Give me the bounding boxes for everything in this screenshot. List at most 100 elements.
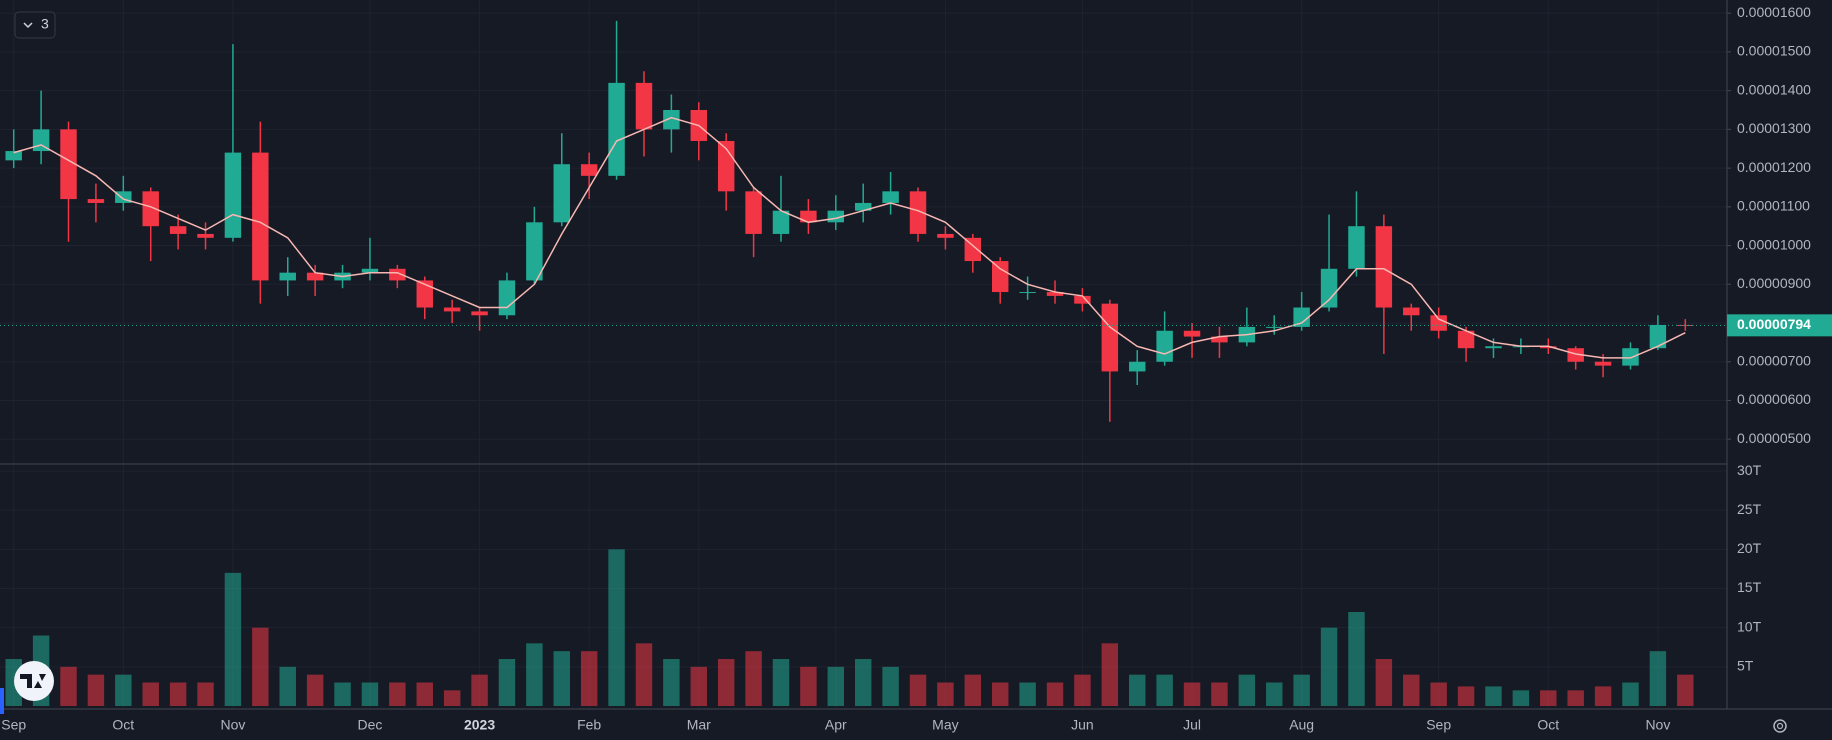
candle-body (1019, 292, 1036, 294)
candle-body (1266, 326, 1283, 328)
volume-bar (443, 690, 461, 706)
y-tick-label: 0.00001600 (1737, 4, 1811, 20)
volume-tick-label: 30T (1737, 462, 1762, 478)
y-tick-label: 0.00000700 (1737, 352, 1811, 368)
candle-body (854, 202, 872, 211)
candle-body (306, 272, 324, 281)
x-tick-label: Sep (1, 717, 26, 733)
x-tick-label: Apr (825, 717, 847, 733)
candle-body (663, 109, 680, 130)
x-tick-label: Jun (1071, 717, 1094, 733)
candle-body (964, 237, 982, 262)
volume-bar (224, 572, 242, 706)
volume-bar (854, 659, 872, 706)
volume-bar (1019, 682, 1036, 706)
x-tick-label: Sep (1426, 717, 1451, 733)
volume-bar (1238, 674, 1256, 706)
volume-bar (498, 659, 516, 706)
volume-bar (1129, 674, 1146, 706)
axes: 0.000005000.000006000.000007000.00000800… (1, 4, 1832, 733)
y-tick-label: 0.00000600 (1737, 391, 1811, 407)
candle-body (416, 280, 433, 308)
y-tick-label: 0.00001500 (1737, 43, 1811, 59)
volume-bar (827, 666, 845, 706)
candle-body (827, 210, 845, 223)
candle-body (526, 222, 543, 281)
x-tick-label: Oct (112, 717, 134, 733)
volume-bar (361, 682, 379, 706)
settings-icon[interactable] (1773, 719, 1787, 733)
x-tick-label: Feb (577, 717, 601, 733)
logo-mark (20, 674, 46, 688)
volume-bar (635, 643, 653, 706)
x-tick-label: Aug (1289, 717, 1314, 733)
volume-bar (279, 666, 296, 706)
volume-bar (553, 651, 570, 706)
volume-bar (608, 549, 625, 706)
volume-bar (306, 674, 324, 706)
x-tick-label: Oct (1537, 717, 1559, 733)
price-pane (0, 20, 1727, 422)
side-tab[interactable] (0, 688, 4, 714)
candle-body (991, 261, 1009, 293)
candle-body (1567, 348, 1584, 362)
x-tick-label: Nov (220, 717, 245, 733)
candle-body (1375, 226, 1393, 308)
volume-bar (1046, 682, 1064, 706)
legend-toggle-box[interactable] (14, 11, 56, 39)
volume-bar (1375, 659, 1393, 706)
candle-body (800, 210, 817, 223)
candle-body (471, 311, 488, 316)
candle-body (580, 164, 598, 176)
candle-body (87, 199, 105, 203)
candle-body (279, 272, 296, 281)
volume-bar (800, 666, 817, 706)
volume-bar (882, 666, 899, 706)
candle-body (909, 191, 927, 234)
volume-bar (416, 682, 433, 706)
volume-bar (169, 682, 187, 706)
volume-bar (772, 659, 790, 706)
volume-bar (1567, 690, 1584, 706)
volume-bar (1266, 682, 1283, 706)
candle-body (1293, 307, 1310, 327)
candle-body (1622, 348, 1639, 366)
candle-body (443, 307, 461, 312)
volume-bar (389, 682, 406, 706)
volume-bar (663, 659, 680, 706)
x-tick-label: Mar (687, 717, 711, 733)
x-tick-label: 2023 (464, 717, 495, 733)
volume-bar (1677, 674, 1694, 706)
volume-bar (717, 659, 735, 706)
y-tick-label: 0.00001300 (1737, 120, 1811, 136)
candle-body (1649, 324, 1667, 349)
volume-bar (1622, 682, 1639, 706)
candle-body (1183, 330, 1201, 337)
volume-bar (142, 682, 159, 706)
candle-body (115, 191, 132, 203)
y-tick-label: 0.00001400 (1737, 81, 1811, 97)
candle-body (1129, 361, 1146, 372)
tradingview-logo[interactable] (14, 661, 54, 701)
candle-body (1677, 324, 1694, 326)
volume-tick-label: 15T (1737, 579, 1762, 595)
legend-toggle[interactable]: 3 (14, 11, 56, 39)
candle-body (1485, 346, 1502, 349)
legend-toggle-count: 3 (41, 16, 49, 32)
gear[interactable] (1773, 719, 1787, 733)
x-tick-label: Dec (357, 717, 382, 733)
volume-tick-label: 25T (1737, 501, 1762, 517)
volume-bar (580, 651, 598, 706)
volume-bar (1211, 682, 1228, 706)
candle-body (1403, 307, 1420, 316)
candle-body (1074, 295, 1091, 304)
volume-bar (964, 674, 982, 706)
volume-bar (1074, 674, 1091, 706)
candle-body (252, 152, 269, 281)
logo-circle[interactable] (14, 661, 54, 701)
volume-bar (115, 674, 132, 706)
candle-body (60, 129, 77, 200)
